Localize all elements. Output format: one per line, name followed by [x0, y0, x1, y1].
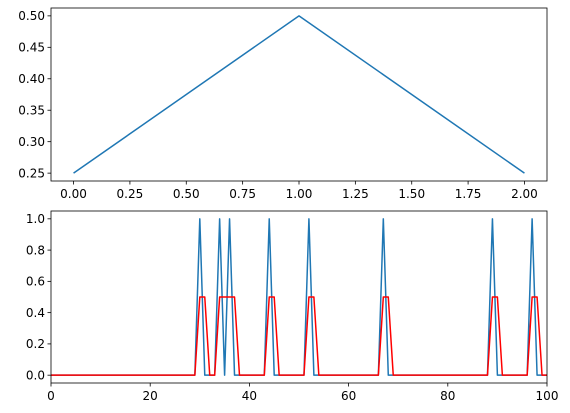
plot-area: [51, 218, 547, 376]
x-tick-label: 80: [440, 389, 455, 403]
y-tick-label: 0.45: [18, 41, 45, 55]
axes-frame: [50, 210, 548, 384]
bottom-spike-chart: 0 20 40 60 80 100 0.0 0.2 0.4 0.6 0.8 1.0: [26, 210, 559, 403]
x-tick-label: 1.75: [455, 187, 482, 201]
y-tick-label: 0.8: [26, 243, 45, 257]
x-tick-label: 1.25: [342, 187, 369, 201]
y-tick-label: 0.25: [18, 166, 45, 180]
x-tick-label: 1.50: [398, 187, 425, 201]
x-tick-label: 60: [341, 389, 356, 403]
y-tick-label: 0.35: [18, 103, 45, 117]
x-tick-label: 0.50: [173, 187, 200, 201]
series-line-1: [51, 296, 547, 376]
y-tick-label: 0.40: [18, 72, 45, 86]
x-tick-label: 1.00: [286, 187, 313, 201]
y-tick-label: 0.50: [18, 9, 45, 23]
x-tick-label: 0: [47, 389, 55, 403]
x-tick-label: 40: [242, 389, 257, 403]
x-tick-label: 2.00: [511, 187, 538, 201]
y-tick-label: 0.2: [26, 337, 45, 351]
x-tick-label: 0.75: [229, 187, 256, 201]
plot-area: [73, 15, 525, 174]
y-tick-label: 0.0: [26, 368, 45, 382]
series-line-0: [73, 15, 525, 174]
x-tick-label: 0.25: [117, 187, 144, 201]
y-tick-label: 0.6: [26, 275, 45, 289]
x-tick-label: 0.00: [60, 187, 87, 201]
x-tick-label: 100: [536, 389, 559, 403]
series-line-0: [51, 218, 547, 376]
y-tick-label: 1.0: [26, 212, 45, 226]
y-tick-label: 0.4: [26, 306, 45, 320]
y-tick-label: 0.30: [18, 135, 45, 149]
x-tick-label: 20: [143, 389, 158, 403]
top-line-chart: 0.00 0.25 0.50 0.75 1.00 1.25 1.50 1.75 2.00 0.25…: [18, 7, 548, 201]
axes-frame: [50, 7, 548, 182]
